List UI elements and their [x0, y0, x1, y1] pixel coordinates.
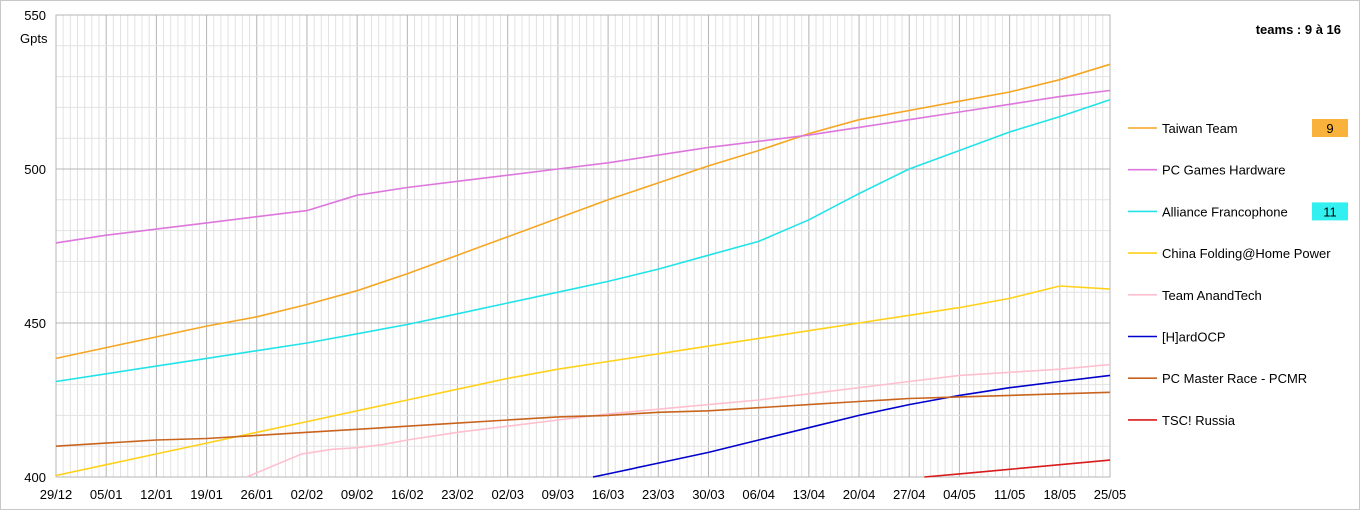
- series-line-6: [55, 391, 1111, 447]
- series-line-0: [55, 63, 1111, 360]
- plot-border: [55, 14, 1111, 478]
- series-line-7: [924, 459, 1111, 478]
- series-line-2: [55, 98, 1111, 383]
- series-line-4: [246, 363, 1111, 478]
- legend-label: China Folding@Home Power: [1162, 246, 1331, 261]
- legend-label: [H]ardOCP: [1162, 330, 1226, 345]
- rank-badge: [1312, 202, 1348, 221]
- x-tick-label: 29/12: [40, 487, 73, 502]
- legend-label: PC Master Race - PCMR: [1162, 371, 1307, 386]
- x-tick-label: 20/04: [843, 487, 876, 502]
- rank-badge-text: 11: [1323, 204, 1337, 219]
- legend: Taiwan Team 9 PC Games Hardware Alliance Fr…: [1128, 119, 1348, 428]
- x-tick-label: 04/05: [943, 487, 976, 502]
- x-tick-label: 12/01: [140, 487, 173, 502]
- x-tick-label: 26/01: [240, 487, 273, 502]
- x-tick-label: 06/04: [742, 487, 775, 502]
- x-tick-label: 02/03: [491, 487, 524, 502]
- y-tick-label: 400: [24, 470, 46, 485]
- y-tick-label: 500: [24, 162, 46, 177]
- grid: [55, 14, 1111, 478]
- x-tick-label: 09/02: [341, 487, 374, 502]
- legend-label: Taiwan Team: [1162, 121, 1238, 136]
- x-tick-label: 02/02: [291, 487, 324, 502]
- axes: 400 450 500 550 29/12 05/01 12/01 19/01 26/01 02/…: [24, 8, 1126, 502]
- legend-label: Team AnandTech: [1162, 288, 1262, 303]
- rank-badge: [1312, 119, 1348, 137]
- series-line-5: [592, 374, 1111, 478]
- legend-label: TSC! Russia: [1162, 413, 1236, 428]
- y-tick-label: 450: [24, 316, 46, 331]
- series-line-1: [55, 89, 1111, 244]
- x-tick-label: 27/04: [893, 487, 926, 502]
- x-tick-label: 19/01: [190, 487, 223, 502]
- y-tick-label: 550: [24, 8, 46, 23]
- x-tick-label: 11/05: [994, 487, 1026, 502]
- x-tick-label: 18/05: [1044, 487, 1077, 502]
- x-tick-label: 23/03: [642, 487, 675, 502]
- legend-label: PC Games Hardware: [1162, 163, 1286, 178]
- y-axis-label: Gpts: [20, 31, 48, 46]
- series-lines: [55, 63, 1111, 478]
- legend-label: Alliance Francophone: [1162, 204, 1288, 219]
- x-tick-label: 23/02: [441, 487, 474, 502]
- ranking-label: teams : 9 à 16: [1256, 22, 1341, 37]
- x-tick-label: 25/05: [1094, 487, 1127, 502]
- x-tick-label: 13/04: [793, 487, 826, 502]
- rank-badge-text: 9: [1326, 121, 1333, 136]
- x-tick-label: 16/02: [391, 487, 424, 502]
- x-tick-label: 16/03: [592, 487, 625, 502]
- x-tick-label: 09/03: [542, 487, 575, 502]
- x-tick-label: 05/01: [90, 487, 123, 502]
- x-tick-label: 30/03: [692, 487, 725, 502]
